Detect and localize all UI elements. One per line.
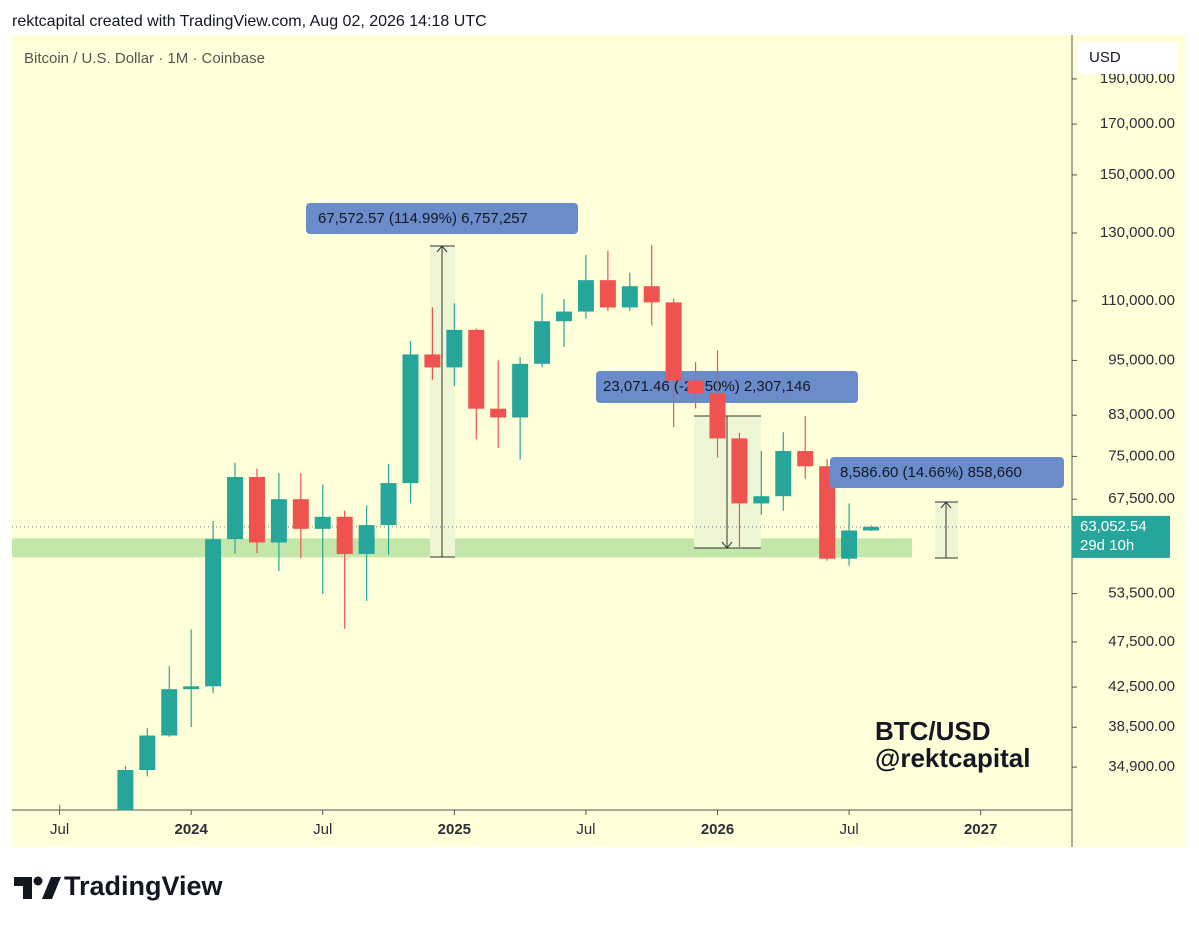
x-tick-label: 2026 [701, 821, 734, 838]
candle-body [424, 354, 441, 368]
logo-icon [33, 876, 43, 886]
candle-body [731, 438, 748, 504]
x-tick-label: Jul [313, 821, 332, 838]
plot-area: 67,572.57 (114.99%) 6,757,257 23,071.46 … [12, 203, 1072, 810]
x-tick-label: 2024 [174, 821, 208, 838]
y-tick-label: 38,500.00 [1108, 718, 1175, 735]
range-arrow [940, 501, 952, 509]
watermark: @rektcapital [875, 743, 1030, 773]
currency-box [1078, 42, 1178, 74]
candle-body [468, 329, 485, 409]
candle-body [687, 380, 704, 394]
annotation: 23,071.46 (-28.50%) 2,307,146 [603, 378, 811, 395]
candle-body [621, 286, 638, 308]
candle-body [577, 280, 594, 312]
y-tick-label: 83,000.00 [1108, 406, 1175, 423]
price-tag-label: 63,052.54 [1080, 518, 1147, 535]
candle-body [248, 477, 265, 543]
y-tick-label: 75,000.00 [1108, 447, 1175, 464]
chart-background [12, 35, 1186, 847]
candle-body [599, 280, 616, 308]
candle-body [797, 451, 814, 467]
candle-body [446, 329, 463, 368]
annotation-box [306, 203, 578, 234]
annotation-box [830, 457, 1064, 488]
x-tick-label: Jul [576, 821, 595, 838]
annotation: 67,572.57 (114.99%) 6,757,257 [318, 210, 528, 227]
logo-icon [42, 877, 61, 899]
y-tick-label: 47,500.00 [1108, 633, 1175, 650]
header: rektcapital created with TradingView.com… [12, 13, 487, 30]
y-tick-label: 67,500.00 [1108, 490, 1175, 507]
x-tick-label: Jul [839, 821, 858, 838]
candle-body [665, 302, 682, 381]
candle-body [336, 516, 353, 554]
candle-body [863, 526, 880, 531]
support-zone [12, 538, 912, 558]
candles [58, 245, 880, 810]
y-tick-label: 190,000.00 [1100, 70, 1175, 87]
x-tick-label: 2027 [964, 821, 997, 838]
x-tick-label: 2025 [438, 821, 471, 838]
y-tick-label: 34,900.00 [1108, 758, 1175, 775]
price-tag-box [1072, 515, 1170, 558]
price-tag-countdown: 29d 10h [1080, 537, 1134, 554]
candle-body [314, 516, 331, 529]
candle-body [227, 477, 244, 540]
candle-body [753, 496, 770, 504]
candle-body [841, 530, 858, 559]
candle-body [709, 393, 726, 439]
candle-body [380, 483, 397, 526]
candle-body [490, 408, 507, 418]
support-zone-layer [12, 538, 912, 558]
candle-body [205, 539, 222, 687]
y-tick-label: 53,500.00 [1108, 585, 1175, 602]
chart-title: Bitcoin / U.S. Dollar · 1M · Coinbase [24, 50, 265, 67]
candle-body [555, 311, 572, 322]
y-tick-label: 150,000.00 [1100, 166, 1175, 183]
brand: TradingView [64, 871, 224, 901]
candle-body [775, 451, 792, 497]
candle-body [402, 354, 419, 484]
y-tick-label: 170,000.00 [1100, 115, 1175, 132]
range-arrow [436, 245, 448, 253]
y-axis: 190,000.00 170,000.00 150,000.00 130,000.00… [1072, 70, 1175, 775]
logo-icon [14, 877, 32, 899]
x-axis: Jul 2024 Jul 2025 Jul 2026 Jul 2027 [50, 810, 997, 838]
candle-body [819, 466, 836, 559]
candle-body [358, 525, 375, 554]
candle-body [139, 735, 156, 771]
candle-body [161, 689, 178, 736]
candle-body [643, 286, 660, 303]
candle-body [512, 363, 529, 418]
y-tick-label: 130,000.00 [1100, 224, 1175, 241]
candle-body [270, 499, 287, 543]
annotation-box [596, 371, 858, 403]
range-arrow [721, 541, 733, 549]
annotation: 8,586.60 (14.66%) 858,660 [840, 464, 1022, 481]
brand-logo: TradingView [14, 871, 224, 901]
candle-body [183, 686, 200, 690]
currency: USD [1089, 49, 1121, 66]
x-tick-label: Jul [50, 821, 69, 838]
y-tick-label: 42,500.00 [1108, 678, 1175, 695]
candle-body [534, 321, 551, 364]
candle-body [117, 770, 134, 810]
price-tag: 63,052.54 29d 10h [1072, 515, 1170, 558]
candle-body [292, 499, 309, 529]
y-tick-label: 110,000.00 [1101, 292, 1175, 309]
y-tick-label: 95,000.00 [1108, 351, 1175, 368]
watermark: BTC/USD [875, 716, 991, 746]
